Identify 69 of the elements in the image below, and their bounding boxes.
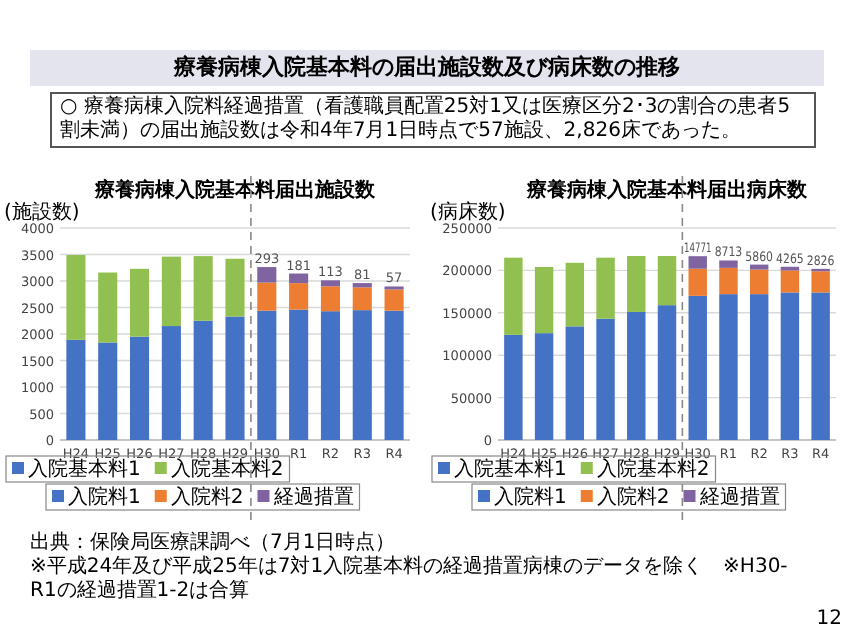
bar — [225, 258, 245, 317]
bar — [289, 309, 309, 440]
bar — [811, 271, 830, 293]
bar — [565, 262, 585, 327]
bar — [130, 268, 150, 337]
chart-title: 療養病棟入院基本料届出病床数 — [525, 178, 809, 202]
legend-label: 入院料2 — [596, 485, 670, 509]
bar — [719, 260, 738, 268]
y-axis-title: (病床数) — [430, 200, 506, 224]
bar — [688, 256, 707, 269]
bar — [257, 310, 277, 440]
text: 療養病棟入院基本料の届出施設数及び病床数の推移 — [30, 50, 824, 86]
legend-label: 入院基本料1 — [454, 457, 567, 481]
bar — [749, 269, 769, 295]
bar — [352, 287, 372, 311]
bar — [98, 342, 118, 440]
bar — [384, 289, 404, 311]
bar — [352, 310, 372, 440]
bar — [66, 339, 86, 440]
bar — [320, 311, 340, 440]
bar — [780, 270, 800, 293]
y-axis-title: (施設数) — [4, 200, 80, 224]
bar — [225, 316, 245, 440]
bar — [384, 310, 404, 440]
legend-label: 入院基本料1 — [28, 457, 141, 481]
bar — [504, 257, 523, 335]
bar — [504, 334, 523, 440]
bar — [657, 305, 677, 440]
legend-label: 入院料1 — [494, 485, 567, 509]
bar — [780, 292, 800, 440]
bar — [657, 255, 677, 306]
legend-label: 入院料2 — [170, 485, 244, 509]
bar — [320, 280, 340, 287]
bar — [289, 273, 309, 284]
text: 12 — [816, 608, 842, 630]
source-note: 出典：保険局医療課調べ（7月1日時点） — [30, 532, 398, 555]
chart-title: 療養病棟入院基本料届出施設数 — [93, 178, 377, 202]
bar — [596, 318, 615, 440]
bar — [688, 268, 707, 296]
bar — [130, 336, 150, 440]
legend-label: 入院基本料2 — [170, 457, 284, 481]
bar — [811, 292, 830, 440]
bar — [193, 320, 213, 440]
bar — [161, 256, 181, 327]
bar — [627, 255, 646, 312]
legend-label: 経過措置 — [271, 485, 354, 509]
bar — [534, 333, 554, 440]
text: ○ 療養病棟入院料経過措置（看護職員配置25対1又は医療区分2･3の割合の患者5割未満）の届出施設数は令和4年7月1日時点で57施設、2,826床であった。 — [50, 92, 816, 148]
bar — [749, 294, 769, 440]
bar — [688, 295, 707, 440]
bar — [257, 282, 277, 311]
bar — [66, 255, 86, 340]
bar — [257, 267, 277, 283]
bar — [749, 264, 769, 270]
bar — [627, 311, 646, 440]
bar — [98, 272, 118, 343]
bar — [289, 283, 309, 310]
bar — [596, 257, 615, 319]
bar — [565, 326, 585, 440]
legend-label: 入院基本料2 — [596, 457, 710, 481]
legend-label: 入院料1 — [68, 485, 141, 509]
bar — [161, 326, 181, 440]
bar — [320, 286, 340, 312]
text: ※平成24年及び平成25年は7対1入院基本料の経過措置病棟のデータを除く ※H30-R1の経過措置1-2は合算 — [30, 556, 790, 604]
bar — [719, 294, 738, 440]
bar — [534, 267, 554, 334]
legend-label: 経過措置 — [697, 485, 780, 509]
bar — [193, 256, 213, 321]
bar — [719, 267, 738, 295]
